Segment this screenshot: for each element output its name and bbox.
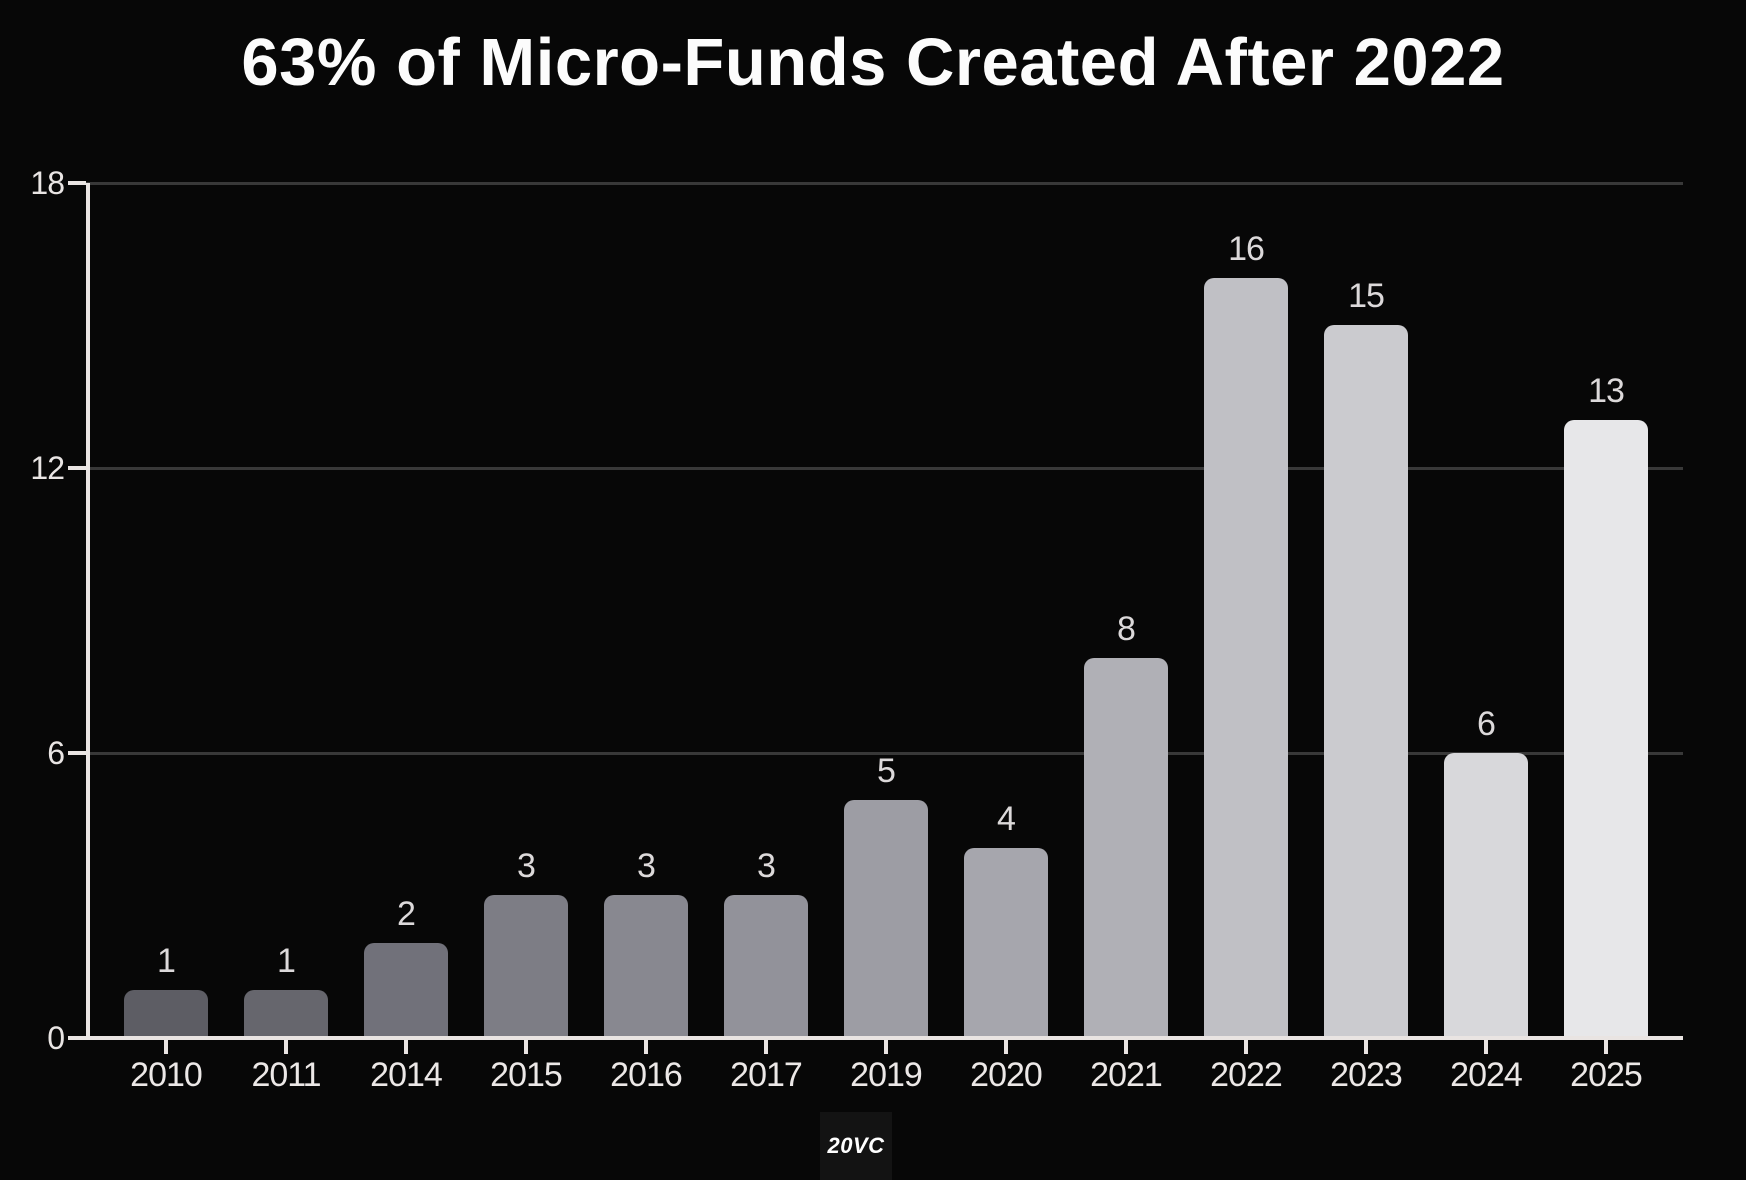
- y-axis-tick-label-12: 12: [30, 450, 65, 486]
- gridline-6: [86, 752, 1683, 755]
- logo-badge: 20VC: [820, 1112, 892, 1180]
- bar-value-label-2017: 3: [757, 847, 776, 885]
- x-axis-tick-2011: [284, 1040, 288, 1054]
- x-axis-tick-2024: [1484, 1040, 1488, 1054]
- bar-value-label-2023: 15: [1348, 277, 1385, 315]
- chart-bar-2024: [1444, 753, 1528, 1038]
- x-axis-tick-label-2023: 2023: [1330, 1056, 1403, 1094]
- x-axis-tick-2010: [164, 1040, 168, 1054]
- bar-value-label-2015: 3: [517, 847, 536, 885]
- y-axis-tick-label-6: 6: [47, 735, 65, 771]
- x-axis-line: [86, 1036, 1683, 1040]
- bar-value-label-2019: 5: [877, 752, 896, 790]
- x-axis-tick-2016: [644, 1040, 648, 1054]
- bar-value-label-2010: 1: [157, 942, 176, 980]
- chart-bar-2022: [1204, 278, 1288, 1038]
- x-axis-tick-label-2024: 2024: [1450, 1056, 1523, 1094]
- x-axis-tick-label-2010: 2010: [130, 1056, 203, 1094]
- x-axis-tick-label-2021: 2021: [1090, 1056, 1163, 1094]
- chart-bar-2010: [124, 990, 208, 1038]
- y-axis-tick-label-18: 18: [30, 165, 65, 201]
- bar-value-label-2024: 6: [1477, 705, 1496, 743]
- bar-value-label-2025: 13: [1588, 372, 1625, 410]
- bar-value-label-2021: 8: [1117, 610, 1136, 648]
- chart-bar-2017: [724, 895, 808, 1038]
- x-axis-tick-2015: [524, 1040, 528, 1054]
- chart-bar-2015: [484, 895, 568, 1038]
- x-axis-tick-label-2016: 2016: [610, 1056, 683, 1094]
- y-axis-tick-12: [68, 466, 86, 470]
- y-axis-tick-0: [68, 1036, 86, 1040]
- x-axis-tick-2021: [1124, 1040, 1128, 1054]
- y-axis-tick-18: [68, 181, 86, 185]
- logo-text: 20VC: [827, 1133, 885, 1158]
- chart-bar-2021: [1084, 658, 1168, 1038]
- gridline-12: [86, 467, 1683, 470]
- chart-bar-2025: [1564, 420, 1648, 1038]
- bar-value-label-2022: 16: [1228, 230, 1265, 268]
- y-axis-tick-label-0: 0: [47, 1020, 65, 1056]
- x-axis-tick-label-2022: 2022: [1210, 1056, 1283, 1094]
- bar-value-label-2020: 4: [997, 800, 1016, 838]
- x-axis-tick-2020: [1004, 1040, 1008, 1054]
- x-axis-tick-2022: [1244, 1040, 1248, 1054]
- bar-value-label-2011: 1: [277, 942, 296, 980]
- chart-bar-2019: [844, 800, 928, 1038]
- x-axis-tick-label-2019: 2019: [850, 1056, 923, 1094]
- bar-value-label-2016: 3: [637, 847, 656, 885]
- y-axis-line: [86, 183, 90, 1040]
- chart-bar-2020: [964, 848, 1048, 1038]
- x-axis-tick-label-2015: 2015: [490, 1056, 563, 1094]
- x-axis-tick-label-2020: 2020: [970, 1056, 1043, 1094]
- x-axis-tick-label-2011: 2011: [251, 1056, 321, 1094]
- chart-bar-2011: [244, 990, 328, 1038]
- y-axis-tick-6: [68, 751, 86, 755]
- x-axis-tick-2017: [764, 1040, 768, 1054]
- x-axis-tick-2019: [884, 1040, 888, 1054]
- x-axis-tick-label-2025: 2025: [1570, 1056, 1643, 1094]
- chart-bar-2023: [1324, 325, 1408, 1038]
- x-axis-tick-2025: [1604, 1040, 1608, 1054]
- chart-bar-2014: [364, 943, 448, 1038]
- x-axis-tick-label-2014: 2014: [370, 1056, 443, 1094]
- x-axis-tick-2023: [1364, 1040, 1368, 1054]
- chart-title: 63% of Micro-Funds Created After 2022: [241, 25, 1505, 100]
- bar-value-label-2014: 2: [397, 895, 416, 933]
- gridline-18: [86, 182, 1683, 185]
- chart-bar-2016: [604, 895, 688, 1038]
- x-axis-tick-label-2017: 2017: [730, 1056, 803, 1094]
- x-axis-tick-2014: [404, 1040, 408, 1054]
